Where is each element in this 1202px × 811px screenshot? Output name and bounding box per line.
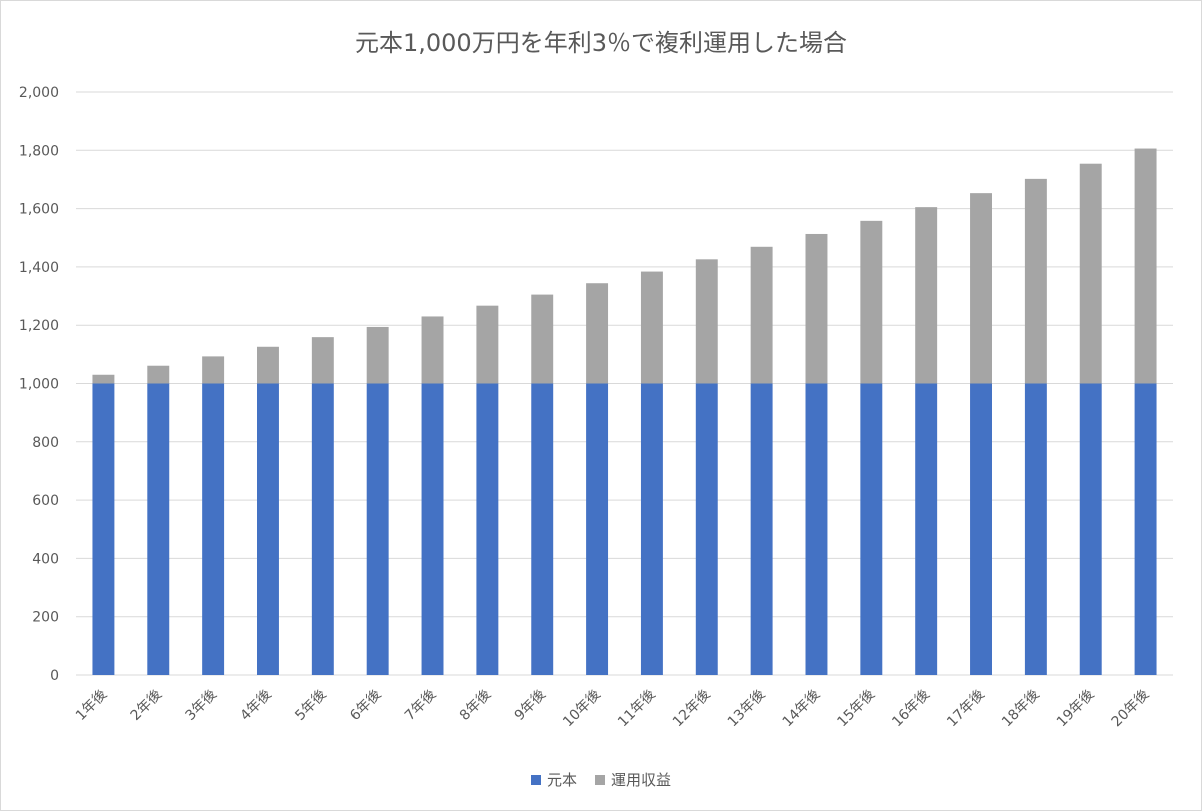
y-tick-label: 800 — [32, 435, 59, 451]
y-tick-label: 1,200 — [19, 318, 59, 334]
bar-principal — [202, 383, 225, 675]
bar-principal — [805, 383, 828, 675]
bar-principal — [750, 383, 773, 675]
bar-principal — [147, 383, 170, 675]
bar-return — [531, 294, 554, 384]
x-tick-label: 5年後 — [292, 687, 329, 724]
bar-return — [860, 220, 883, 384]
x-tick-label: 9年後 — [512, 687, 549, 724]
legend-swatch — [530, 774, 541, 785]
x-tick-label: 8年後 — [457, 687, 494, 724]
x-tick-label: 13年後 — [725, 687, 769, 731]
bar-principal — [1079, 383, 1102, 675]
bar-principal — [860, 383, 883, 675]
bar-principal — [695, 383, 718, 675]
legend-item: 運用収益 — [595, 769, 671, 790]
y-tick-label: 1,600 — [19, 202, 59, 218]
bar-return — [970, 193, 992, 384]
y-tick-label: 400 — [32, 551, 59, 567]
legend-label: 運用収益 — [611, 771, 672, 789]
x-tick-label: 2年後 — [128, 687, 165, 724]
x-tick-label: 18年後 — [999, 687, 1043, 731]
bar-return — [1134, 148, 1157, 384]
bar-return — [92, 374, 115, 384]
x-tick-label: 3年後 — [183, 687, 220, 724]
bar-principal — [92, 383, 115, 675]
bar-return — [805, 233, 828, 384]
x-tick-label: 12年後 — [670, 687, 714, 731]
bar-return — [311, 337, 334, 384]
x-tick-label: 20年後 — [1109, 687, 1153, 731]
bar-return — [366, 326, 389, 384]
bar-return — [640, 271, 663, 384]
x-tick-label: 16年後 — [889, 687, 933, 731]
bar-principal — [421, 383, 444, 675]
bar-return — [202, 356, 225, 384]
x-tick-label: 14年後 — [780, 687, 824, 731]
bar-principal — [311, 383, 334, 675]
y-tick-label: 1,000 — [19, 377, 59, 393]
x-tick-label: 4年後 — [237, 687, 274, 724]
bar-return — [750, 246, 773, 384]
x-tick-label: 19年後 — [1054, 687, 1098, 731]
bar-principal — [366, 383, 389, 675]
bar-return — [695, 259, 718, 384]
y-tick-label: 0 — [50, 668, 59, 684]
bar-principal — [531, 383, 554, 675]
x-tick-label: 6年後 — [347, 687, 384, 724]
x-tick-label: 1年後 — [73, 687, 110, 724]
y-tick-label: 200 — [32, 610, 59, 626]
y-tick-label: 1,800 — [19, 143, 59, 159]
x-tick-label: 11年後 — [615, 687, 659, 731]
bar-return — [1024, 178, 1047, 384]
bar-principal — [1024, 383, 1047, 675]
y-tick-label: 1,400 — [19, 260, 59, 276]
bar-return — [147, 365, 170, 384]
bar-return — [421, 316, 444, 384]
x-tick-label: 7年後 — [402, 687, 439, 724]
bar-principal — [476, 383, 499, 675]
bar-principal — [586, 383, 609, 675]
bar-principal — [1134, 383, 1157, 675]
x-tick-label: 10年後 — [560, 687, 604, 731]
bar-principal — [915, 383, 938, 675]
bar-principal — [257, 383, 279, 675]
bar-return — [476, 305, 499, 384]
bar-principal — [640, 383, 663, 675]
bar-return — [586, 283, 609, 384]
legend-swatch — [595, 774, 605, 785]
bar-return — [915, 207, 938, 384]
x-tick-label: 17年後 — [944, 687, 988, 731]
y-tick-label: 2,000 — [19, 85, 59, 101]
legend-label: 元本 — [546, 771, 577, 789]
bar-return — [257, 346, 279, 384]
chart-title: 元本1,000万円を年利3％で複利運用した場合 — [355, 29, 847, 57]
y-tick-label: 600 — [32, 493, 59, 509]
bar-principal — [970, 383, 992, 675]
legend: 元本 運用収益 — [1, 769, 1201, 790]
bar-return — [1079, 163, 1102, 384]
legend-item: 元本 — [530, 769, 577, 790]
x-tick-label: 15年後 — [834, 687, 878, 731]
